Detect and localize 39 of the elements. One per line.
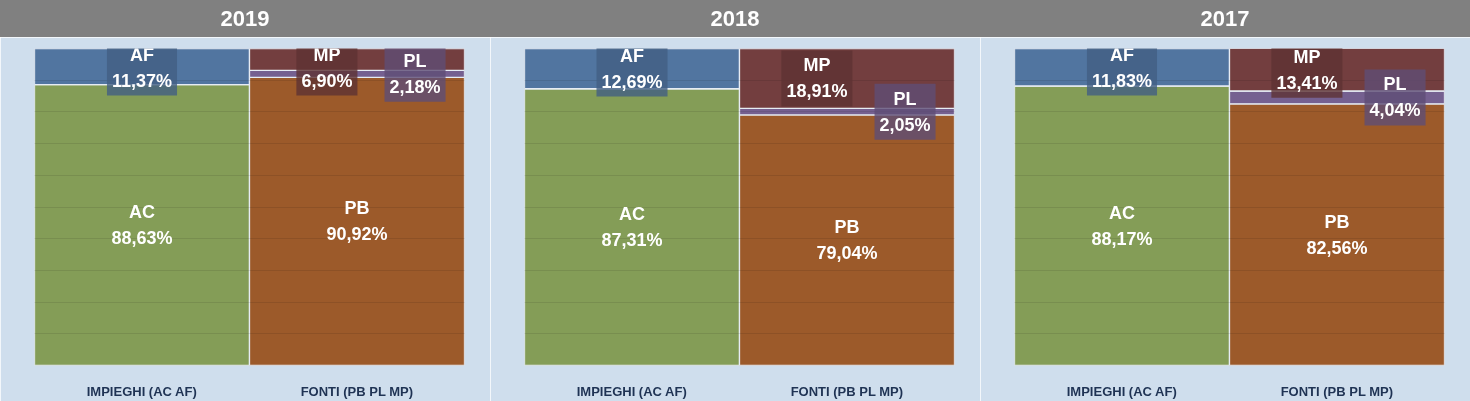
series-label: MP [1293, 46, 1321, 67]
x-tick-label: IMPIEGHI (AC AF) [576, 383, 687, 399]
series-label: AF [130, 44, 154, 65]
data-label: 13,41% [1276, 72, 1338, 93]
data-label: 4,04% [1369, 100, 1421, 121]
data-label: 11,37% [111, 70, 173, 91]
x-tick-label: FONTI (PB PL MP) [790, 383, 904, 399]
x-tick-label: FONTI (PB PL MP) [300, 383, 414, 399]
chart-title: 2017 [1200, 5, 1250, 33]
data-label: 2,05% [879, 114, 931, 135]
series-label: PL [1383, 74, 1407, 95]
series-label: PB [344, 198, 370, 219]
data-label: 87,31% [601, 230, 663, 251]
data-label: 12,69% [601, 71, 663, 92]
x-tick-label: IMPIEGHI (AC AF) [1066, 383, 1177, 399]
chart-title: 2019 [220, 5, 270, 33]
data-label: 90,92% [326, 224, 388, 245]
series-label: MP [803, 55, 831, 76]
series-label: PB [834, 217, 860, 238]
data-label: 82,56% [1306, 237, 1368, 258]
series-label: AF [620, 45, 644, 66]
data-label: 2,18% [389, 76, 441, 97]
data-label: 88,17% [1091, 228, 1153, 249]
data-label: 88,63% [111, 228, 173, 249]
chart-title: 2018 [710, 5, 760, 33]
series-label: AC [619, 204, 645, 225]
data-label: 6,90% [301, 70, 353, 91]
series-label: PB [1324, 211, 1350, 232]
series-label: PL [403, 50, 427, 71]
x-tick-label: IMPIEGHI (AC AF) [86, 383, 197, 399]
data-label: 18,91% [786, 81, 848, 102]
data-label: 11,83% [1091, 70, 1153, 91]
series-label: AC [129, 202, 155, 223]
series-label: AF [1110, 44, 1134, 65]
x-tick-label: FONTI (PB PL MP) [1280, 383, 1394, 399]
data-label: 79,04% [816, 243, 878, 264]
series-label: MP [313, 44, 341, 65]
series-label: PL [893, 88, 917, 109]
series-label: AC [1109, 202, 1135, 223]
